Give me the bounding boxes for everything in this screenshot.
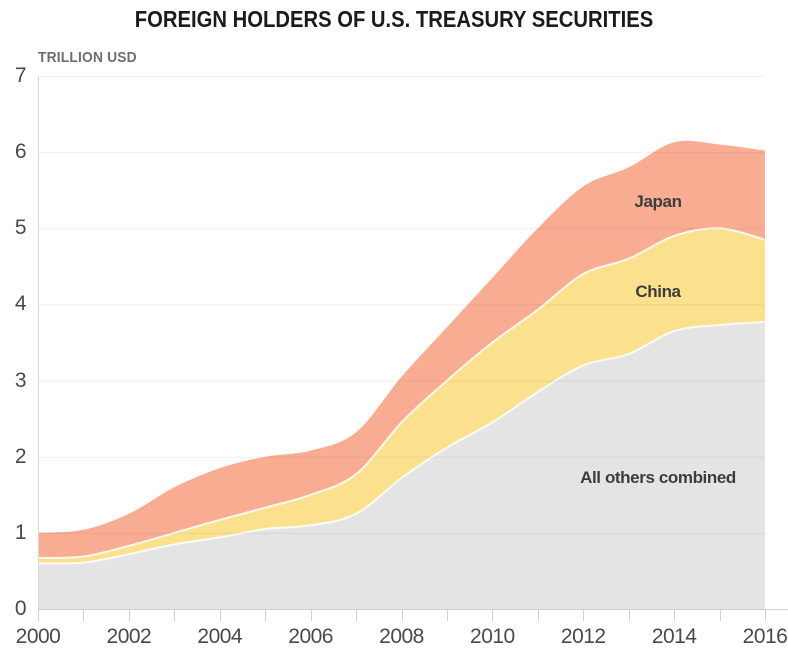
- y-tick-label: 6: [14, 140, 27, 164]
- x-tick-label: 2012: [560, 625, 606, 648]
- y-axis-unit-label: TRILLION USD: [38, 49, 137, 66]
- y-tick-label: 2: [14, 444, 27, 468]
- band-boundary-line: [37, 227, 766, 559]
- y-tick-label: 0: [14, 597, 27, 620]
- series-label-japan: Japan: [634, 192, 682, 211]
- y-tick-label: 4: [14, 292, 27, 316]
- series-label-china: China: [635, 282, 681, 301]
- y-tick-label: 3: [14, 368, 27, 392]
- x-tick-label: 2016: [742, 625, 788, 648]
- x-tick-label: 2006: [288, 625, 333, 648]
- band-boundary-line: [37, 320, 766, 565]
- x-tick-label: 2000: [15, 625, 61, 648]
- chart-title: FOREIGN HOLDERS OF U.S. TREASURY SECURIT…: [134, 6, 654, 32]
- x-tick-label: 2010: [470, 625, 515, 648]
- y-tick-label: 1: [14, 520, 27, 544]
- area-all-others: [38, 321, 765, 609]
- series-label-all-others: All others combined: [580, 468, 736, 487]
- y-tick-label: 7: [14, 64, 27, 87]
- x-tick-label: 2002: [106, 625, 152, 648]
- x-tick-label: 2014: [651, 625, 697, 648]
- x-tick-label: 2008: [379, 625, 424, 648]
- y-tick-label: 5: [14, 216, 27, 240]
- x-tick-label: 2004: [197, 625, 243, 648]
